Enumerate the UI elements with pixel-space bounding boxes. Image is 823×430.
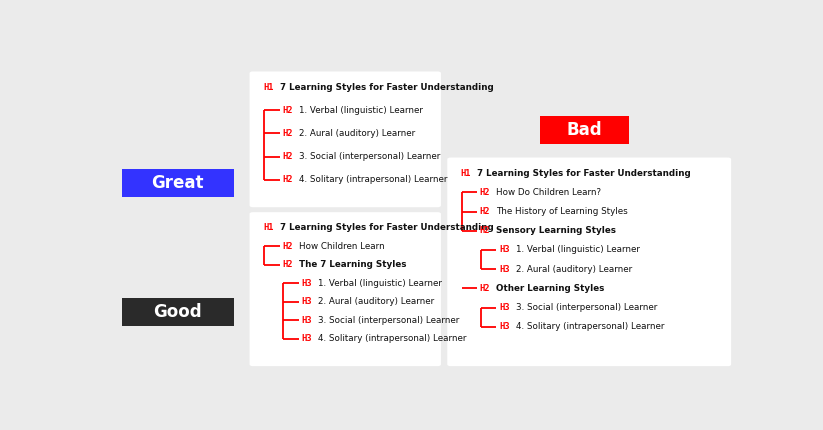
Text: H2: H2 bbox=[282, 175, 293, 184]
Text: H3: H3 bbox=[301, 298, 312, 307]
Text: Sensory Learning Styles: Sensory Learning Styles bbox=[496, 226, 616, 235]
Text: H3: H3 bbox=[499, 264, 509, 273]
Text: H2: H2 bbox=[282, 260, 293, 269]
Text: H3: H3 bbox=[499, 246, 509, 255]
Text: Great: Great bbox=[151, 174, 204, 192]
Text: The 7 Learning Styles: The 7 Learning Styles bbox=[299, 260, 407, 269]
Text: 7 Learning Styles for Faster Understanding: 7 Learning Styles for Faster Understandi… bbox=[280, 83, 493, 92]
Text: 3. Social (interpersonal) Learner: 3. Social (interpersonal) Learner bbox=[318, 316, 459, 325]
Text: 1. Verbal (linguistic) Learner: 1. Verbal (linguistic) Learner bbox=[318, 279, 442, 288]
Text: Other Learning Styles: Other Learning Styles bbox=[496, 284, 605, 293]
Text: H3: H3 bbox=[499, 303, 509, 312]
Text: 7 Learning Styles for Faster Understanding: 7 Learning Styles for Faster Understandi… bbox=[477, 169, 691, 178]
Text: H3: H3 bbox=[301, 335, 312, 344]
FancyBboxPatch shape bbox=[122, 298, 234, 326]
Text: H2: H2 bbox=[282, 152, 293, 161]
Text: H3: H3 bbox=[301, 279, 312, 288]
Text: H2: H2 bbox=[282, 129, 293, 138]
Text: H2: H2 bbox=[480, 188, 491, 197]
FancyBboxPatch shape bbox=[540, 116, 629, 144]
Text: 3. Social (interpersonal) Learner: 3. Social (interpersonal) Learner bbox=[515, 303, 657, 312]
Text: H2: H2 bbox=[282, 106, 293, 115]
FancyBboxPatch shape bbox=[249, 71, 441, 207]
Text: The History of Learning Styles: The History of Learning Styles bbox=[496, 207, 628, 216]
Text: 3. Social (interpersonal) Learner: 3. Social (interpersonal) Learner bbox=[299, 152, 440, 161]
Text: How Do Children Learn?: How Do Children Learn? bbox=[496, 188, 602, 197]
Text: 4. Solitary (intrapersonal) Learner: 4. Solitary (intrapersonal) Learner bbox=[318, 335, 467, 344]
Text: H3: H3 bbox=[499, 322, 509, 331]
Text: 2. Aural (auditory) Learner: 2. Aural (auditory) Learner bbox=[318, 298, 434, 307]
Text: 2. Aural (auditory) Learner: 2. Aural (auditory) Learner bbox=[515, 264, 632, 273]
Text: H1: H1 bbox=[461, 169, 472, 178]
FancyBboxPatch shape bbox=[249, 212, 441, 366]
Text: H2: H2 bbox=[480, 284, 491, 293]
FancyBboxPatch shape bbox=[122, 169, 234, 197]
Text: 7 Learning Styles for Faster Understanding: 7 Learning Styles for Faster Understandi… bbox=[280, 223, 493, 232]
Text: 1. Verbal (linguistic) Learner: 1. Verbal (linguistic) Learner bbox=[299, 106, 423, 115]
Text: H3: H3 bbox=[301, 316, 312, 325]
Text: 4. Solitary (intrapersonal) Learner: 4. Solitary (intrapersonal) Learner bbox=[515, 322, 664, 331]
Text: Bad: Bad bbox=[566, 121, 602, 139]
Text: 4. Solitary (intrapersonal) Learner: 4. Solitary (intrapersonal) Learner bbox=[299, 175, 447, 184]
Text: How Children Learn: How Children Learn bbox=[299, 242, 384, 251]
Text: H2: H2 bbox=[480, 226, 491, 235]
Text: H2: H2 bbox=[480, 207, 491, 216]
Text: H2: H2 bbox=[282, 242, 293, 251]
Text: Good: Good bbox=[154, 303, 202, 321]
Text: H1: H1 bbox=[263, 83, 273, 92]
FancyBboxPatch shape bbox=[448, 157, 731, 366]
Text: 2. Aural (auditory) Learner: 2. Aural (auditory) Learner bbox=[299, 129, 415, 138]
Text: 1. Verbal (linguistic) Learner: 1. Verbal (linguistic) Learner bbox=[515, 246, 639, 255]
Text: H1: H1 bbox=[263, 223, 273, 232]
